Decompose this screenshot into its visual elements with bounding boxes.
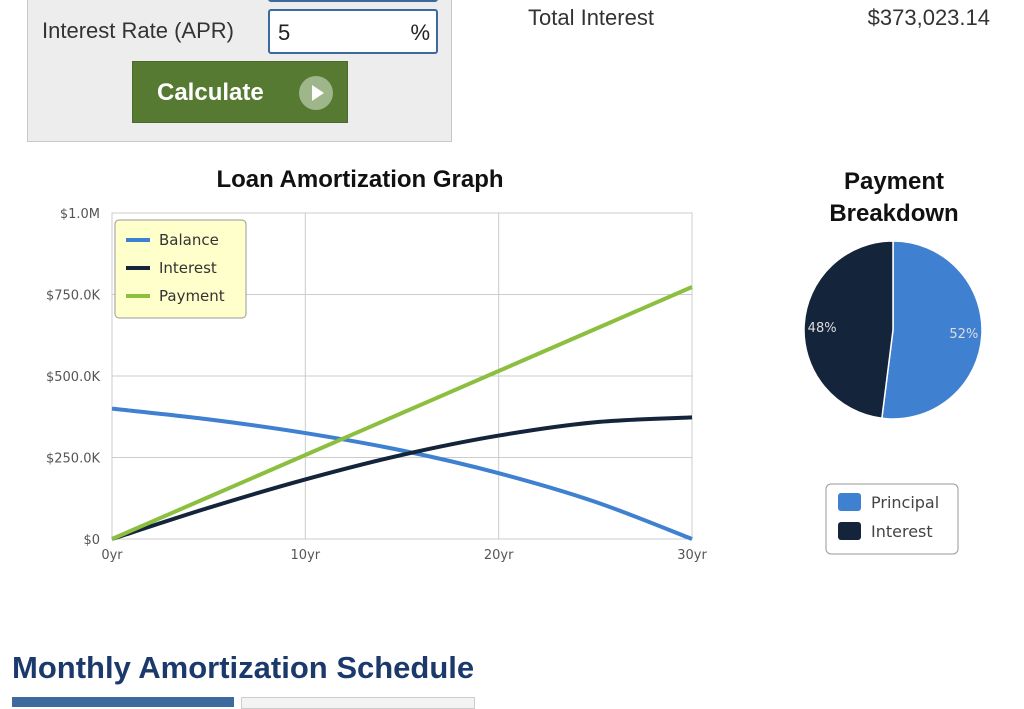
payment-breakdown-pie: 52% 48% Principal Interest xyxy=(803,240,983,555)
series-line-balance xyxy=(111,406,693,541)
payment-breakdown-title: Payment Breakdown xyxy=(829,168,959,227)
schedule-title: Monthly Amortization Schedule xyxy=(12,650,475,685)
percent-unit: % xyxy=(410,20,430,45)
interest-rate-label: Interest Rate (APR) xyxy=(42,18,234,43)
pie-slice-principal xyxy=(881,240,983,420)
interest-rate-input[interactable]: 5 % xyxy=(268,9,438,54)
pie-legend: Principal Interest xyxy=(825,483,959,555)
x-tick-label: 20yr xyxy=(484,548,514,563)
series-line-payment xyxy=(111,285,693,541)
legend-box xyxy=(114,219,247,319)
legend-label-interest: Interest xyxy=(159,259,217,277)
tab-yearly[interactable] xyxy=(241,697,475,709)
pie-label-interest: 48% xyxy=(808,321,837,336)
total-interest-label: Total Interest xyxy=(528,5,654,30)
amortization-line-chart: $0 $250.0K $500.0K $750.0K $1.0M 0yr 10yr 20yr 3… xyxy=(46,207,707,563)
legend-label-payment: Payment xyxy=(159,287,225,305)
y-tick-label: $750.0K xyxy=(46,289,100,304)
legend-label-balance: Balance xyxy=(159,231,219,249)
pie-legend-label-interest: Interest xyxy=(871,522,933,541)
interest-rate-value[interactable]: 5 xyxy=(278,20,291,45)
tab-monthly[interactable] xyxy=(12,697,234,707)
play-arrow-icon xyxy=(299,76,333,110)
pie-legend-label-principal: Principal xyxy=(871,493,939,512)
total-interest-value: $373,023.14 xyxy=(867,5,990,30)
series-line-interest xyxy=(111,415,693,541)
pie-legend-swatch-principal xyxy=(838,493,861,511)
x-tick-label: 30yr xyxy=(677,548,707,563)
y-tick-label: $250.0K xyxy=(46,452,100,467)
y-tick-label: $1.0M xyxy=(60,207,100,222)
pie-label-principal: 52% xyxy=(949,327,978,342)
loan-term-input[interactable] xyxy=(268,0,438,2)
calculate-button[interactable]: Calculate xyxy=(132,61,348,123)
pie-legend-swatch-interest xyxy=(838,522,861,540)
pie-slice-interest xyxy=(803,240,894,420)
y-tick-label: $500.0K xyxy=(46,370,100,385)
calculate-label: Calculate xyxy=(157,79,264,106)
amortization-chart-title: Loan Amortization Graph xyxy=(216,166,504,193)
x-tick-label: 0yr xyxy=(101,548,123,563)
y-tick-label: $0 xyxy=(83,533,100,548)
chart-legend: Balance Interest Payment xyxy=(114,219,247,319)
x-tick-label: 10yr xyxy=(291,548,321,563)
